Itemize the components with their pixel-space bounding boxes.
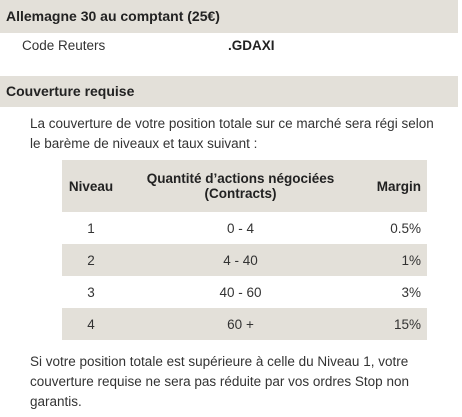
header-row: Niveau Quantité d’actions négociées (Con…: [62, 160, 427, 212]
table-cell: 60 +: [120, 308, 361, 340]
title: Allemagne 30 au comptant (25€): [6, 8, 220, 24]
table-cell: 3: [87, 284, 95, 300]
column-header: Margin: [361, 160, 427, 212]
section-bar: Couverture requise: [0, 76, 458, 107]
table-row: 4 60 +15%: [62, 308, 427, 340]
column-header: Quantité d’actions négociées (Contracts): [120, 160, 361, 212]
table-row: 1 0 - 4 0.5%: [62, 212, 427, 244]
table-cell: 1%: [361, 244, 427, 276]
reuters-label: Code Reuters: [22, 38, 106, 53]
intro: La couverture de votre position totale s…: [30, 116, 434, 151]
table-cell: 4 - 40: [120, 244, 361, 276]
table-cell: 2: [62, 244, 120, 276]
table-cell: 40 - 60: [219, 284, 262, 300]
footer-note: Si votre position totale est supérieure …: [30, 354, 409, 409]
section-title: Couverture requise: [6, 83, 135, 99]
reuters-value: .GDAXI: [228, 38, 275, 53]
table-body: 1 0 - 4 0.5% 2 4 - 40 1% 3 40 - 60 3% 4 60 +15%: [62, 212, 427, 340]
table-cell: 0.5%: [390, 220, 421, 236]
table-cell: 0 - 4: [226, 220, 254, 236]
column-header: Niveau: [62, 160, 120, 212]
title-bar: Allemagne 30 au comptant (25€): [0, 0, 458, 33]
margin-table: Niveau Quantité d’actions négociées (Con…: [62, 160, 427, 340]
table-cell: 3%: [401, 284, 421, 300]
table-cell: 1: [87, 220, 95, 236]
table-cell: 4: [62, 308, 120, 340]
table-cell: 15%: [361, 308, 427, 340]
table-row: 3 40 - 60 3%: [62, 276, 427, 308]
